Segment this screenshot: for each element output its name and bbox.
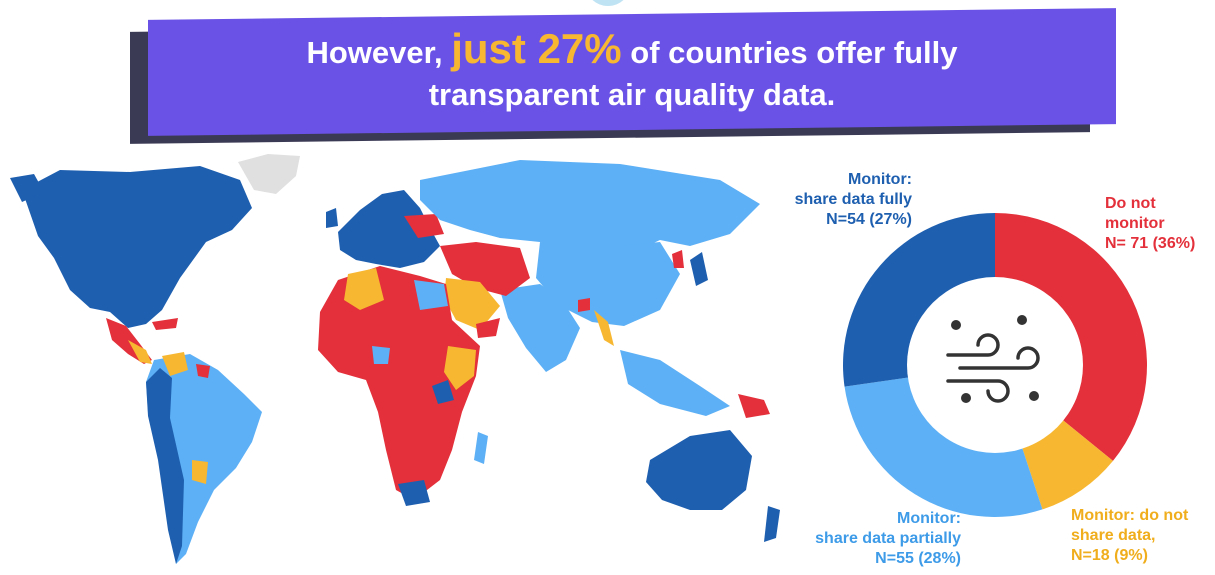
new-zealand-shape [764,506,780,542]
caribbean-shape [152,318,178,330]
india-shape [500,284,580,372]
bangladesh-shape [578,298,590,312]
australia-shape [646,430,752,510]
headline-suffix: of countries offer fully [630,35,958,70]
paraguay-shape [192,460,208,484]
donut-chart [843,213,1147,517]
snow-dot-4 [1029,391,1039,401]
south-africa-shape [398,480,430,506]
algeria-shape [344,268,384,310]
myanmar-shape [594,310,614,346]
greenland-shape [238,154,300,194]
arabia-shape [444,278,500,330]
snow-dot-3 [961,393,971,403]
africa-shape [318,266,480,500]
label-not-monitor-line3: N= 71 (36%) [1105,235,1196,252]
wind-line-1 [946,333,1000,357]
ukraine-shape [404,214,444,238]
west-coast-shape [146,368,184,564]
alaska-shape [10,174,44,202]
north-america-shape [22,166,252,328]
map-south-america [146,352,262,564]
donut-hole [907,277,1083,453]
label-share-fully-line2: share data fully [794,191,912,208]
madagascar-shape [474,432,488,464]
korea-shape [672,250,684,268]
snow-dot-2 [1017,315,1027,325]
headline-highlight: just 27% [451,25,622,72]
china-shape [536,242,680,326]
map-africa [318,266,488,506]
label-not-share-line3: N=18 (9%) [1071,547,1148,564]
label-share-fully-line1: Monitor: [848,171,912,188]
west-africa-shape [372,346,390,364]
label-share-partially: Monitor: share data partially N=55 (28%) [795,509,961,569]
map-middle-east [440,242,530,338]
world-map [10,154,780,564]
headline: However, just 27% of countries offer ful… [148,28,1116,116]
label-not-share: Monitor: do not share data, N=18 (9%) [1071,506,1211,566]
venezuela-shape [162,352,188,376]
top-decoration [585,0,631,6]
central-america-shape-2 [128,340,152,364]
east-africa-shape [432,380,454,404]
japan-shape [690,252,708,286]
horn-of-africa-shape [444,346,476,390]
label-share-fully: Monitor: share data fully N=54 (27%) [760,170,912,230]
wind-line-3 [946,379,1010,403]
label-not-monitor-line1: Do not [1105,195,1156,212]
map-russia-asia [420,160,770,418]
uk-shape [326,208,338,228]
label-share-partially-line2: share data partially [815,530,961,547]
headline-line2: transparent air quality data. [428,77,836,112]
headline-prefix: However, [306,35,443,70]
egypt-shape [414,280,448,310]
iran-region-shape [440,242,530,296]
europe-shape [338,190,440,268]
png-shape [738,394,770,418]
map-north-america [10,166,252,364]
southeast-asia-shape [620,350,730,416]
label-not-share-line2: share data, [1071,527,1156,544]
wind-line-2 [958,346,1040,370]
map-oceania [646,430,780,542]
russia-shape [420,160,760,254]
yemen-shape [476,318,500,338]
label-not-share-line1: Monitor: do not [1071,507,1189,524]
guiana-shape [196,364,210,378]
map-europe [326,190,444,268]
label-share-partially-line1: Monitor: [897,510,961,527]
label-not-monitor-line2: monitor [1105,215,1165,232]
snow-dot-1 [951,320,961,330]
map-greenland [238,154,300,194]
label-not-monitor: Do not monitor N= 71 (36%) [1105,194,1215,254]
wind-weather-icon [946,315,1040,403]
label-share-partially-line3: N=55 (28%) [875,550,961,567]
label-share-fully-line3: N=54 (27%) [826,211,912,228]
